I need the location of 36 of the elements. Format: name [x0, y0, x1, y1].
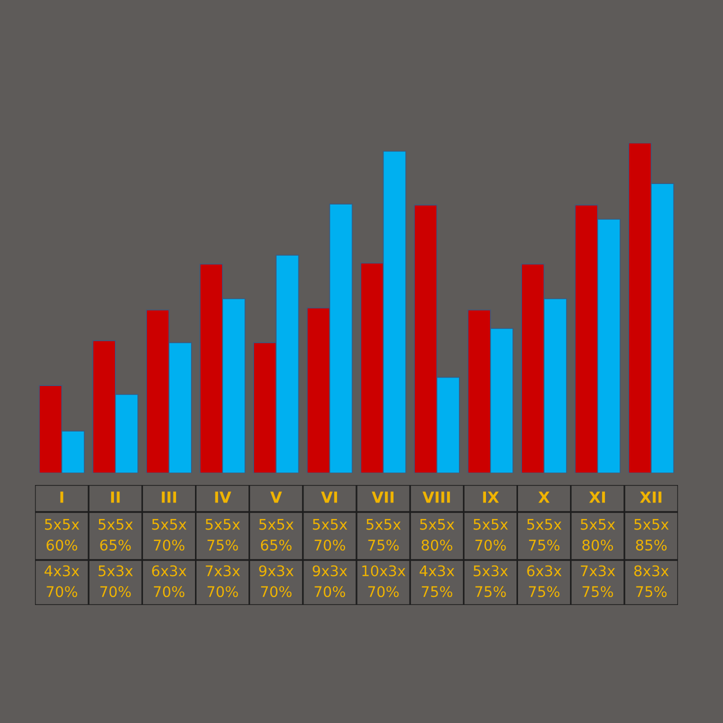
- text: 5x5x 60%: [45, 519, 80, 551]
- text: 5x5x 85%: [634, 519, 669, 551]
- text: 9x3x 70%: [259, 565, 294, 598]
- text: 5x3x 75%: [474, 565, 508, 598]
- text: 7x3x 70%: [206, 565, 240, 598]
- text: 5x5x 70%: [312, 519, 348, 551]
- text: 5x5x 70%: [152, 519, 186, 551]
- text: 5x5x 70%: [474, 519, 508, 551]
- text: 5x5x 75%: [527, 519, 562, 551]
- text: 8x3x 75%: [634, 565, 669, 598]
- x-tick-label: IV: [215, 492, 232, 503]
- text: 6x3x 70%: [152, 565, 186, 598]
- x-tick-label: I: [60, 492, 64, 503]
- text: 5x5x 80%: [580, 519, 616, 551]
- text: 5x5x 75%: [206, 519, 240, 551]
- x-tick-label: III: [162, 492, 176, 503]
- x-tick-label: X: [538, 492, 550, 503]
- x-tick-label: VII: [372, 492, 394, 503]
- text: 5x5x 65%: [98, 519, 133, 551]
- x-tick-label: V: [270, 492, 282, 503]
- x-tick-label: XII: [640, 492, 662, 503]
- text: 5x5x 80%: [420, 519, 454, 551]
- x-tick-label: XI: [589, 492, 605, 503]
- text: 4x3x 70%: [44, 565, 80, 598]
- x-tick-label: IX: [483, 492, 499, 503]
- text: 5x5x 65%: [259, 519, 294, 551]
- text: 5x3x 70%: [98, 565, 133, 598]
- x-tick-label: II: [111, 492, 120, 503]
- text: 7x3x 75%: [580, 565, 616, 598]
- text: 4x3x 75%: [420, 565, 454, 598]
- x-tick-label: VI: [321, 492, 338, 503]
- x-tick-label: VIII: [422, 492, 450, 503]
- text: 10x3x 70%: [362, 565, 406, 598]
- text: 6x3x 75%: [527, 565, 562, 598]
- text: 5x5x 75%: [366, 519, 401, 551]
- text: 9x3x 70%: [312, 565, 348, 598]
